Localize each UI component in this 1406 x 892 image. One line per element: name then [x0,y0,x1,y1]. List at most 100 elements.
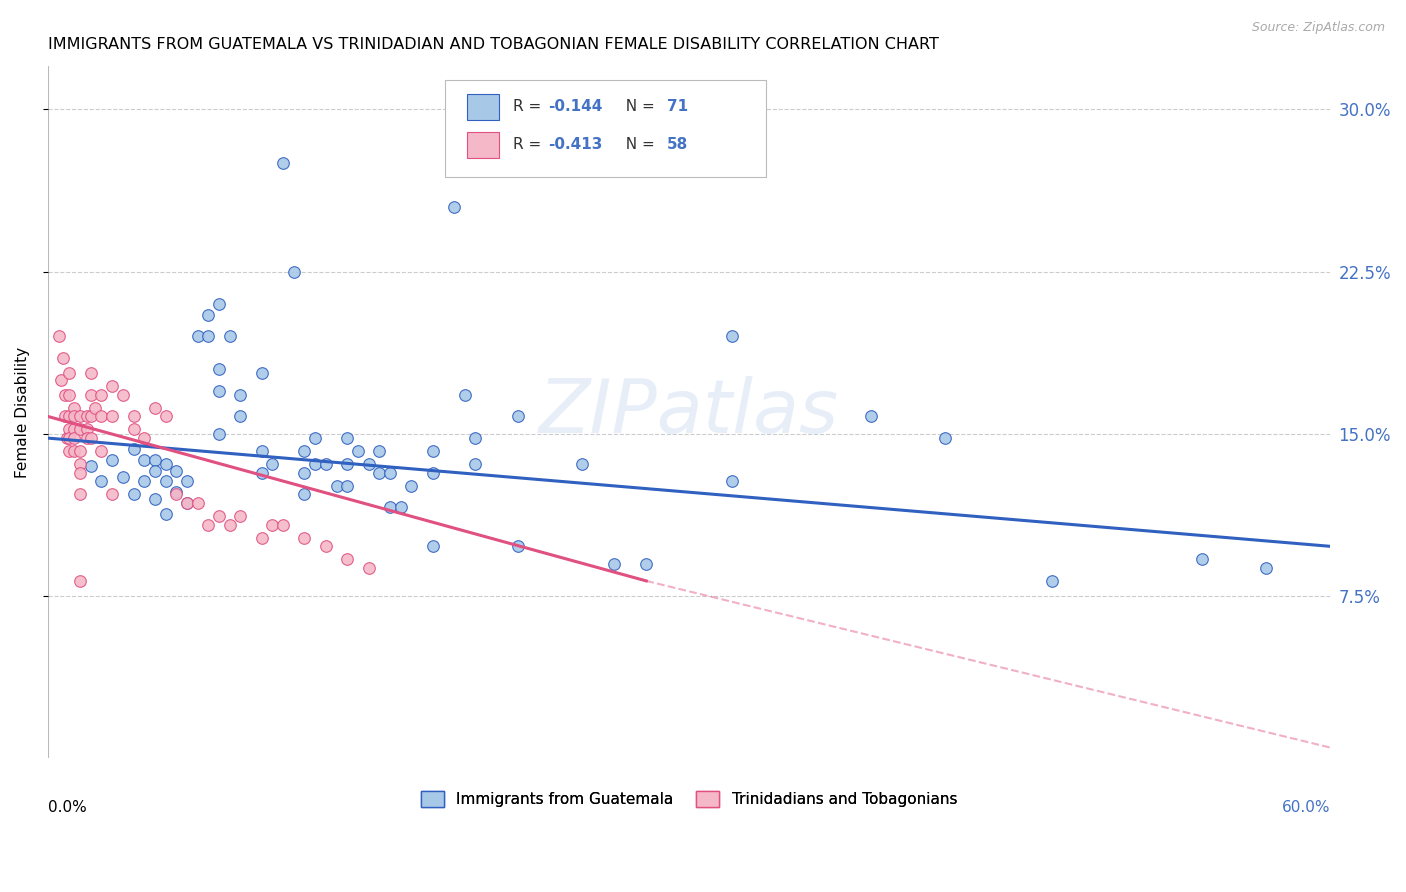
Point [464,457,486,471]
Point [603,557,626,571]
Point [934,431,956,445]
Point [80,459,103,474]
Point [262,457,284,471]
Point [187,496,209,510]
Point [176,496,198,510]
Point [101,379,124,393]
Point [197,329,219,343]
Point [176,496,198,510]
Point [283,264,305,278]
Point [250,531,273,545]
Point [52,351,75,365]
Point [101,487,124,501]
Point [90,475,112,489]
Point [69,422,91,436]
Point [250,466,273,480]
Point [134,475,156,489]
FancyBboxPatch shape [467,132,499,158]
Point [389,500,412,515]
Point [122,442,145,456]
Point [1254,561,1277,575]
Point [304,457,326,471]
FancyBboxPatch shape [467,94,499,120]
Point [464,431,486,445]
Point [48,329,70,343]
Point [325,479,347,493]
Point [90,388,112,402]
Point [262,517,284,532]
Point [294,444,316,458]
Point [56,431,79,445]
Point [111,470,134,484]
Point [401,479,423,493]
Point [378,500,401,515]
Point [422,466,444,480]
Point [304,431,326,445]
Point [155,507,177,521]
Text: R =: R = [513,99,547,114]
Point [62,422,84,436]
Point [80,388,103,402]
Text: -0.413: -0.413 [548,137,602,153]
Point [720,329,742,343]
Point [454,388,477,402]
Point [218,517,240,532]
Point [111,388,134,402]
Point [636,557,658,571]
Point [134,431,156,445]
Point [155,457,177,471]
Point [368,444,391,458]
Text: N =: N = [616,99,659,114]
Point [176,475,198,489]
Point [62,401,84,415]
Point [294,466,316,480]
Point [229,388,252,402]
Point [53,388,76,402]
Point [165,487,187,501]
FancyBboxPatch shape [446,79,766,177]
Y-axis label: Female Disability: Female Disability [15,347,30,478]
Point [101,452,124,467]
Point [336,457,359,471]
Point [720,475,742,489]
Point [443,200,465,214]
Text: N =: N = [616,137,659,153]
Point [187,329,209,343]
Text: 71: 71 [668,99,689,114]
Point [250,444,273,458]
Point [122,409,145,424]
Point [357,561,380,575]
Point [508,409,530,424]
Text: IMMIGRANTS FROM GUATEMALA VS TRINIDADIAN AND TOBAGONIAN FEMALE DISABILITY CORREL: IMMIGRANTS FROM GUATEMALA VS TRINIDADIAN… [48,37,939,53]
Point [143,401,166,415]
Text: 60.0%: 60.0% [1281,800,1330,815]
Point [368,466,391,480]
Point [84,401,107,415]
Text: R =: R = [513,137,547,153]
Point [229,508,252,523]
Point [422,444,444,458]
Point [197,517,219,532]
Point [122,487,145,501]
Point [76,409,98,424]
Point [143,464,166,478]
Point [69,444,91,458]
Point [1191,552,1213,566]
Point [336,552,359,566]
Point [53,409,76,424]
Point [508,539,530,553]
Point [49,373,72,387]
Point [143,452,166,467]
Point [90,409,112,424]
Point [155,475,177,489]
Point [250,366,273,380]
Point [80,431,103,445]
Point [101,409,124,424]
Point [271,517,294,532]
Point [122,422,145,436]
Point [208,508,231,523]
Point [62,431,84,445]
Point [62,409,84,424]
Point [294,531,316,545]
Point [218,329,240,343]
